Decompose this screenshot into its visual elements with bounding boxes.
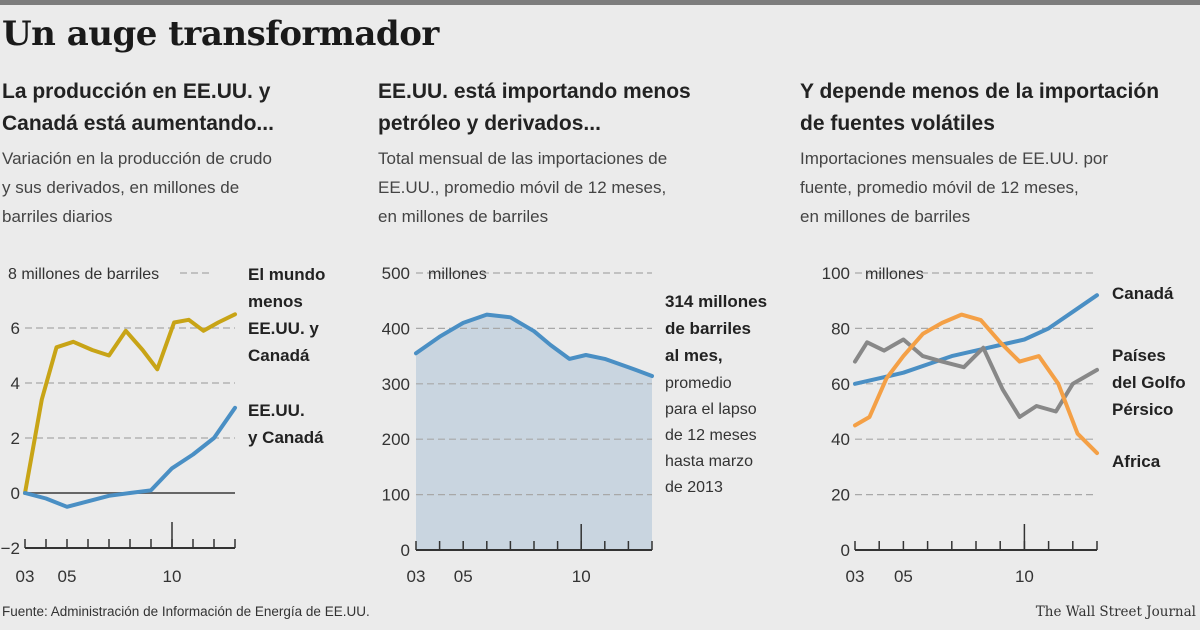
panel2-xtick-label: 05	[454, 567, 473, 586]
panel2-series-line-1	[414, 312, 654, 378]
panel1-series-label: Canadá	[248, 346, 310, 365]
panel2-ytick-label: 100	[382, 486, 410, 505]
panel1-xtick-label: 03	[16, 567, 35, 586]
panel1-series-label: menos	[248, 292, 303, 311]
panel2-ytick-label: 200	[382, 430, 410, 449]
panel1-xtick-label: 10	[163, 567, 182, 586]
panel2-ytick-label: 500	[382, 264, 410, 283]
panel1-subtitle-line: barriles diarios	[2, 207, 113, 226]
panel3-xtick-label: 03	[846, 567, 865, 586]
panel2-annotation-text: de 2013	[665, 479, 723, 496]
panel1-ytick-label: 6	[11, 319, 20, 338]
publisher-credit: The Wall Street Journal	[1035, 604, 1196, 620]
panel1-subtitle-line: Variación en la producción de crudo	[2, 149, 272, 168]
panel3-xtick-label: 05	[894, 567, 913, 586]
panel3-ytick-label: 60	[831, 375, 850, 394]
panel2-xtick-label: 10	[572, 567, 591, 586]
panel3-series-label: Países	[1112, 346, 1166, 365]
panel2-annotation-bold: al mes,	[665, 346, 723, 365]
panel3-series-line-1	[853, 293, 1099, 386]
panel3-series-line-3	[853, 312, 1099, 456]
panel3-subtitle-line: en millones de barriles	[800, 207, 971, 226]
panel2-annotation-bold: 314 millones	[665, 292, 767, 311]
panel1-unit-label: 8 millones de barriles	[8, 266, 159, 283]
panel3-ytick-label: 0	[841, 541, 850, 560]
panel2-heading-line: EE.UU. está importando menos	[378, 80, 691, 103]
panel1-ytick-label: 0	[11, 484, 20, 503]
panel3-ytick-label: 80	[831, 319, 850, 338]
top-rule	[0, 0, 1200, 5]
panel2-subtitle-line: Total mensual de las importaciones de	[378, 149, 668, 168]
panel1-ytick-label: 4	[11, 374, 20, 393]
panel3-ytick-label: 40	[831, 430, 850, 449]
panel1-heading-line: La producción en EE.UU. y	[2, 80, 271, 103]
panel1-series-label: y Canadá	[248, 428, 324, 447]
panel1-xtick-label: 05	[58, 567, 77, 586]
panel2-annotation-text: de 12 meses	[665, 427, 757, 444]
panel3-heading-line: Y depende menos de la importación	[800, 80, 1160, 103]
panel3-series-label: Canadá	[1112, 284, 1174, 303]
panel1-series-line-2	[23, 405, 237, 509]
page-title: Un auge transformador	[2, 14, 439, 54]
panel2-ytick-label: 400	[382, 319, 410, 338]
panel3-subtitle-line: fuente, promedio móvil de 12 meses,	[800, 178, 1079, 197]
panel1-heading-line: Canadá está aumentando...	[2, 112, 274, 135]
panel2-annotation-text: para el lapso	[665, 401, 757, 418]
panel2-unit-label: millones	[428, 266, 487, 283]
panel1-ytick-label: 2	[11, 429, 20, 448]
panel2-subtitle-line: EE.UU., promedio móvil de 12 meses,	[378, 178, 667, 197]
source-note: Fuente: Administración de Información de…	[2, 604, 370, 619]
panel3-subtitle-line: Importaciones mensuales de EE.UU. por	[800, 149, 1109, 168]
panel2-annotation-text: hasta marzo	[665, 453, 753, 470]
panel3-xtick-label: 10	[1015, 567, 1034, 586]
panel3-series-line-2	[853, 337, 1099, 419]
panel1-subtitle-line: y sus derivados, en millones de	[2, 178, 240, 197]
panel3-heading-line: de fuentes volátiles	[800, 112, 995, 135]
panel3-ytick-label: 20	[831, 486, 850, 505]
panel1-series-label: El mundo	[248, 265, 325, 284]
panel1-heading: La producción en EE.UU. y Canadá está au…	[2, 76, 274, 140]
panel3-unit-label: millones	[865, 266, 924, 283]
panel2-area-fill	[416, 314, 652, 550]
panel2-subtitle-line: en millones de barriles	[378, 207, 549, 226]
panel2-ytick-label: 300	[382, 375, 410, 394]
panel1-series-line-1	[23, 312, 237, 495]
panel2-heading: EE.UU. está importando menos petróleo y …	[378, 76, 691, 140]
panel2-xtick-label: 03	[407, 567, 426, 586]
panel2-annotation-text: promedio	[665, 375, 732, 392]
panel2-heading-line: petróleo y derivados...	[378, 112, 601, 135]
panel3-heading: Y depende menos de la importación de fue…	[800, 76, 1159, 140]
panel1-ytick-label: −2	[1, 539, 20, 558]
panel3-series-label: del Golfo	[1112, 373, 1186, 392]
panel1-subtitle: Variación en la producción de crudo y su…	[2, 144, 272, 231]
panel3-series-label: Africa	[1112, 452, 1161, 471]
panel2-annotation-bold: de barriles	[665, 319, 751, 338]
panel2-subtitle: Total mensual de las importaciones de EE…	[378, 144, 667, 231]
panel3-ytick-label: 100	[822, 264, 850, 283]
panel1-series-label: EE.UU. y	[248, 319, 319, 338]
panel2-ytick-label: 0	[401, 541, 410, 560]
panel3-series-label: Pérsico	[1112, 400, 1173, 419]
panel3-subtitle: Importaciones mensuales de EE.UU. por fu…	[800, 144, 1108, 231]
panel1-series-label: EE.UU.	[248, 401, 305, 420]
